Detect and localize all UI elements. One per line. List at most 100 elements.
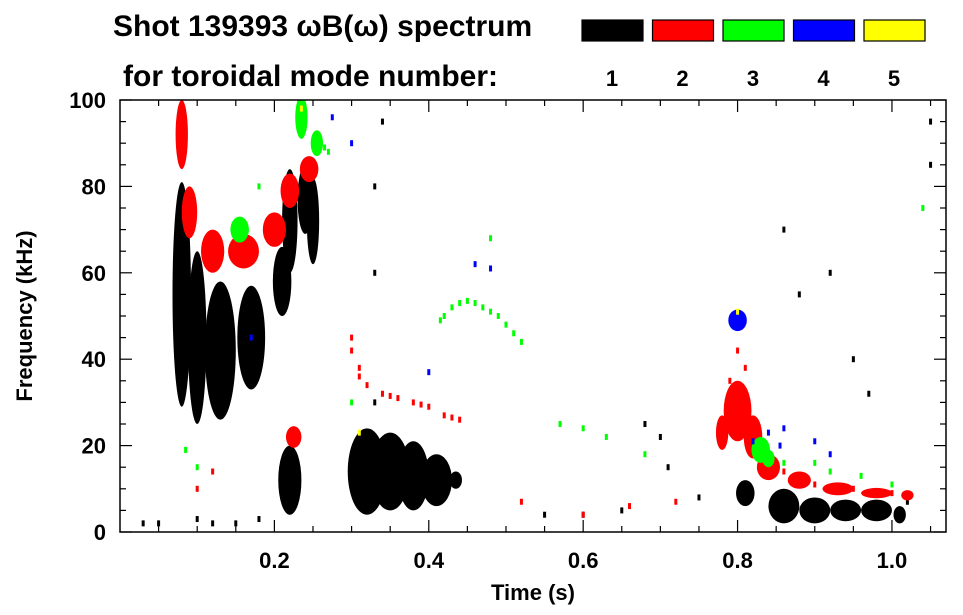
mode-2-point-21 [890, 490, 894, 497]
mode-3-point-14 [195, 464, 199, 471]
mode-2-region-2 [201, 229, 225, 273]
mode-1-point-14 [797, 291, 801, 298]
mode-4-point-4 [766, 429, 770, 436]
y-tick-label-1: 20 [82, 434, 106, 459]
legend-swatch-1 [581, 19, 644, 42]
legend-label-1: 1 [606, 66, 618, 91]
mode-1-region-6 [306, 177, 320, 265]
mode-2-point-9 [350, 347, 354, 354]
mode-4-point-0 [330, 114, 334, 121]
mode-1-point-19 [929, 161, 933, 168]
mode-3-point-22 [813, 459, 817, 466]
mode-2-region-6 [299, 156, 319, 183]
series-mode-5 [299, 105, 740, 436]
mode-2-point-18 [782, 468, 786, 475]
mode-2-point-15 [736, 347, 740, 354]
mode-1-point-6 [373, 269, 377, 276]
mode-1-point-1 [211, 520, 215, 527]
mode-4-point-1 [350, 140, 354, 147]
legend-label-2: 2 [676, 66, 688, 91]
mode-4-point-5 [751, 438, 755, 445]
mode-1-region-8 [278, 445, 302, 515]
mode-1-region-0 [172, 182, 192, 407]
mode-3-point-11 [438, 317, 442, 324]
mode-5-point-2 [299, 105, 303, 112]
mode-3-point-18 [581, 425, 585, 432]
y-tick-label-2: 40 [82, 347, 106, 372]
mode-3-point-20 [643, 451, 647, 458]
mode-1-point-23 [620, 507, 624, 514]
mode-1-point-9 [373, 399, 377, 406]
mode-5-point-0 [357, 429, 361, 436]
mode-3-point-0 [442, 313, 446, 319]
mode-2-region-13 [822, 482, 854, 496]
mode-1-point-10 [658, 433, 662, 440]
mode-4-region-0 [728, 309, 747, 332]
legend-swatch-4 [792, 19, 856, 42]
mode-2-point-8 [458, 416, 462, 423]
mode-3-point-6 [489, 308, 493, 315]
mode-3-point-1 [450, 304, 454, 311]
mode-1-region-2 [204, 281, 236, 420]
y-tick-label-5: 100 [69, 88, 106, 113]
mode-3-point-23 [828, 468, 832, 475]
mode-3-point-27 [489, 235, 493, 242]
chart-title-line2: for toroidal mode number: [123, 60, 498, 93]
mode-1-region-18 [861, 499, 892, 522]
mode-1-point-4 [157, 520, 161, 527]
mode-2-point-6 [427, 403, 431, 410]
y-tick-label-4: 80 [82, 174, 106, 199]
mode-1-point-5 [141, 520, 145, 527]
mode-2-point-14 [743, 364, 747, 371]
plot-area [141, 100, 933, 527]
mode-2-region-10 [715, 415, 729, 450]
mode-1-region-7 [272, 246, 292, 316]
mode-1-region-11 [397, 441, 429, 511]
y-tick-label-0: 0 [94, 520, 106, 545]
mode-2-region-1 [181, 186, 198, 239]
chart-title-line1: Shot 139393 ωB(ω) spectrum [113, 10, 532, 43]
mode-4-point-10 [828, 451, 832, 458]
legend-swatch-3 [722, 19, 785, 42]
mode-2-region-12 [787, 471, 811, 489]
series-mode-3 [184, 100, 925, 488]
mode-2-point-0 [350, 334, 354, 341]
mode-1-point-18 [929, 118, 933, 125]
mode-2-point-7 [442, 412, 446, 419]
mode-2-point-24 [674, 498, 678, 505]
mode-3-point-28 [257, 183, 261, 190]
mode-1-region-15 [768, 488, 800, 524]
mode-3-point-2 [458, 300, 462, 307]
mode-2-point-1 [357, 364, 361, 371]
mode-3-region-2 [230, 216, 249, 243]
legend-swatch-5 [863, 19, 926, 42]
mode-4-point-6 [778, 442, 782, 449]
mode-3-point-9 [512, 330, 516, 337]
mode-3-point-5 [481, 304, 485, 311]
series-mode-4 [249, 114, 832, 458]
mode-3-point-7 [496, 313, 500, 319]
legend-label-4: 4 [817, 66, 830, 91]
mode-1-point-0 [195, 516, 199, 523]
mode-3-region-4 [762, 449, 775, 468]
mode-4-point-8 [249, 334, 253, 341]
mode-2-point-25 [519, 498, 523, 505]
mode-2-point-2 [365, 382, 369, 389]
mode-2-point-4 [396, 395, 400, 402]
mode-1-point-13 [782, 226, 786, 233]
mode-1-point-2 [234, 520, 238, 527]
legend-label-5: 5 [888, 66, 900, 91]
x-axis-label: Time (s) [491, 580, 575, 605]
mode-4-point-11 [782, 425, 786, 432]
mode-1-point-20 [905, 498, 909, 505]
mode-3-point-10 [519, 338, 523, 345]
mode-1-region-12 [421, 454, 452, 507]
mode-4-point-3 [489, 265, 493, 272]
mode-1-point-16 [851, 356, 855, 363]
mode-3-point-26 [921, 205, 925, 211]
mode-2-region-3 [228, 233, 259, 269]
y-tick-label-3: 60 [82, 261, 106, 286]
mode-4-point-9 [427, 369, 431, 376]
mode-2-point-10 [357, 373, 361, 380]
mode-3-point-17 [558, 421, 562, 427]
